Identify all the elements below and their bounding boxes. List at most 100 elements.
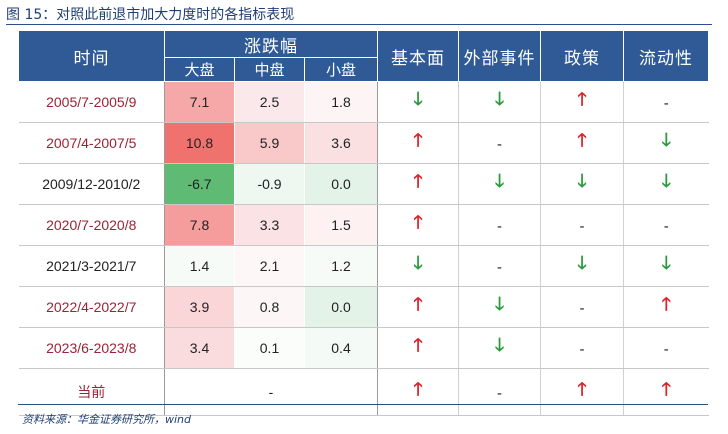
change-value-merged: -: [164, 368, 379, 416]
external-indicator: 🡓: [458, 81, 541, 123]
table-row: 2020/7-2020/8 7.8 3.3 1.5 🡑 - - -: [18, 204, 709, 246]
large-cap-value: 1.4: [164, 245, 235, 287]
policy-indicator: -: [540, 204, 624, 246]
small-cap-value: 0.0: [304, 163, 379, 205]
period-cell: 2022/4-2022/7: [18, 286, 165, 328]
period-cell: 2021/3-2021/7: [18, 245, 165, 287]
header-liquidity: 流动性: [623, 30, 710, 82]
header-external: 外部事件: [458, 30, 542, 82]
small-cap-value: 3.6: [304, 122, 379, 164]
liquidity-indicator: 🡑: [623, 286, 709, 328]
large-cap-value: 3.9: [164, 286, 235, 328]
large-cap-value: 10.8: [164, 122, 235, 164]
table-row: 2021/3-2021/7 1.4 2.1 1.2 🡓 - 🡓 🡓: [18, 245, 709, 287]
large-cap-value: -6.7: [164, 163, 235, 205]
arrow-down-icon: 🡓: [413, 253, 423, 273]
arrow-up-icon: 🡑: [413, 335, 423, 355]
arrow-down-icon: 🡓: [413, 89, 423, 109]
header-mid: 中盘: [234, 57, 305, 82]
indicator-table: 时间 涨跌幅 基本面 外部事件 政策 流动性 大盘 中盘 小盘 2005/7-2…: [18, 30, 710, 416]
arrow-up-icon: 🡑: [413, 379, 423, 399]
dash-icon: -: [497, 135, 503, 153]
policy-indicator: 🡓: [540, 163, 624, 205]
fundamental-indicator: 🡓: [377, 81, 459, 123]
external-indicator: 🡓: [458, 286, 541, 328]
external-indicator: 🡓: [458, 163, 541, 205]
period-cell: 当前: [18, 368, 165, 416]
header-policy: 政策: [540, 30, 625, 82]
period-cell: 2009/12-2010/2: [18, 163, 165, 205]
arrow-up-icon: 🡑: [577, 130, 587, 150]
mid-cap-value: 3.3: [234, 204, 305, 246]
table-row: 2022/4-2022/7 3.9 0.8 0.0 🡑 🡓 - 🡑: [18, 286, 709, 328]
fundamental-indicator: 🡑: [377, 286, 459, 328]
fundamental-indicator: 🡓: [377, 245, 459, 287]
liquidity-indicator: 🡓: [623, 122, 709, 164]
period-cell: 2005/7-2005/9: [18, 81, 165, 123]
dash-icon: -: [579, 340, 585, 358]
liquidity-indicator: 🡑: [623, 368, 709, 416]
header-fundamental: 基本面: [377, 30, 460, 82]
dash-icon: -: [579, 217, 585, 235]
arrow-up-icon: 🡑: [413, 130, 423, 150]
arrow-down-icon: 🡓: [661, 171, 671, 191]
fundamental-indicator: 🡑: [377, 163, 459, 205]
arrow-up-icon: 🡑: [413, 212, 423, 232]
arrow-down-icon: 🡓: [494, 294, 505, 314]
external-indicator: 🡓: [458, 327, 541, 369]
arrow-down-icon: 🡓: [494, 335, 505, 355]
arrow-up-icon: 🡑: [661, 379, 671, 399]
policy-indicator: -: [540, 286, 624, 328]
arrow-down-icon: 🡓: [494, 171, 505, 191]
mid-cap-value: 0.1: [234, 327, 305, 369]
arrow-up-icon: 🡑: [577, 89, 587, 109]
dash-icon: -: [497, 258, 503, 276]
fundamental-indicator: 🡑: [377, 122, 459, 164]
mid-cap-value: -0.9: [234, 163, 305, 205]
arrow-down-icon: 🡓: [577, 171, 587, 191]
dash-icon: -: [497, 217, 503, 235]
dash-icon: -: [579, 299, 585, 317]
mid-cap-value: 0.8: [234, 286, 305, 328]
arrow-down-icon: 🡓: [494, 89, 505, 109]
table-body: 2005/7-2005/9 7.1 2.5 1.8 🡓 🡓 🡑 -2007/4-2007/5 1…: [18, 81, 709, 416]
policy-indicator: 🡑: [540, 122, 624, 164]
footer-divider: [18, 404, 708, 405]
header-large: 大盘: [164, 57, 235, 82]
liquidity-indicator: -: [623, 327, 709, 369]
period-cell: 2023/6-2023/8: [18, 327, 165, 369]
arrow-down-icon: 🡓: [661, 253, 671, 273]
figure-title: 图 15：对照此前退市加大力度时的各指标表现: [6, 7, 295, 23]
title-divider: [6, 24, 712, 25]
external-indicator: -: [458, 122, 541, 164]
policy-indicator: 🡑: [540, 81, 624, 123]
large-cap-value: 7.1: [164, 81, 235, 123]
period-cell: 2007/4-2007/5: [18, 122, 165, 164]
arrow-up-icon: 🡑: [577, 379, 587, 399]
period-cell: 2020/7-2020/8: [18, 204, 165, 246]
table-row: 2023/6-2023/8 3.4 0.1 0.4 🡑 🡓 - -: [18, 327, 709, 369]
arrow-up-icon: 🡑: [413, 171, 423, 191]
table-row-current: 当前 - 🡑 - 🡑 🡑: [18, 368, 709, 416]
source-note: 资料来源：华金证券研究所，wind: [22, 413, 192, 426]
mid-cap-value: 2.1: [234, 245, 305, 287]
header-change: 涨跌幅: [163, 30, 379, 58]
arrow-down-icon: 🡓: [661, 130, 671, 150]
small-cap-value: 1.2: [304, 245, 379, 287]
external-indicator: -: [458, 204, 541, 246]
small-cap-value: 1.5: [304, 204, 379, 246]
liquidity-indicator: -: [623, 204, 709, 246]
dash-icon: -: [497, 384, 503, 402]
arrow-up-icon: 🡑: [661, 294, 671, 314]
dash-icon: -: [663, 340, 669, 358]
mid-cap-value: 2.5: [234, 81, 305, 123]
fundamental-indicator: 🡑: [377, 368, 459, 416]
arrow-up-icon: 🡑: [413, 294, 423, 314]
fundamental-indicator: 🡑: [377, 327, 459, 369]
header-time: 时间: [18, 30, 165, 82]
table-row: 2005/7-2005/9 7.1 2.5 1.8 🡓 🡓 🡑 -: [18, 81, 709, 123]
large-cap-value: 3.4: [164, 327, 235, 369]
large-cap-value: 7.8: [164, 204, 235, 246]
liquidity-indicator: 🡓: [623, 245, 709, 287]
external-indicator: -: [458, 368, 541, 416]
